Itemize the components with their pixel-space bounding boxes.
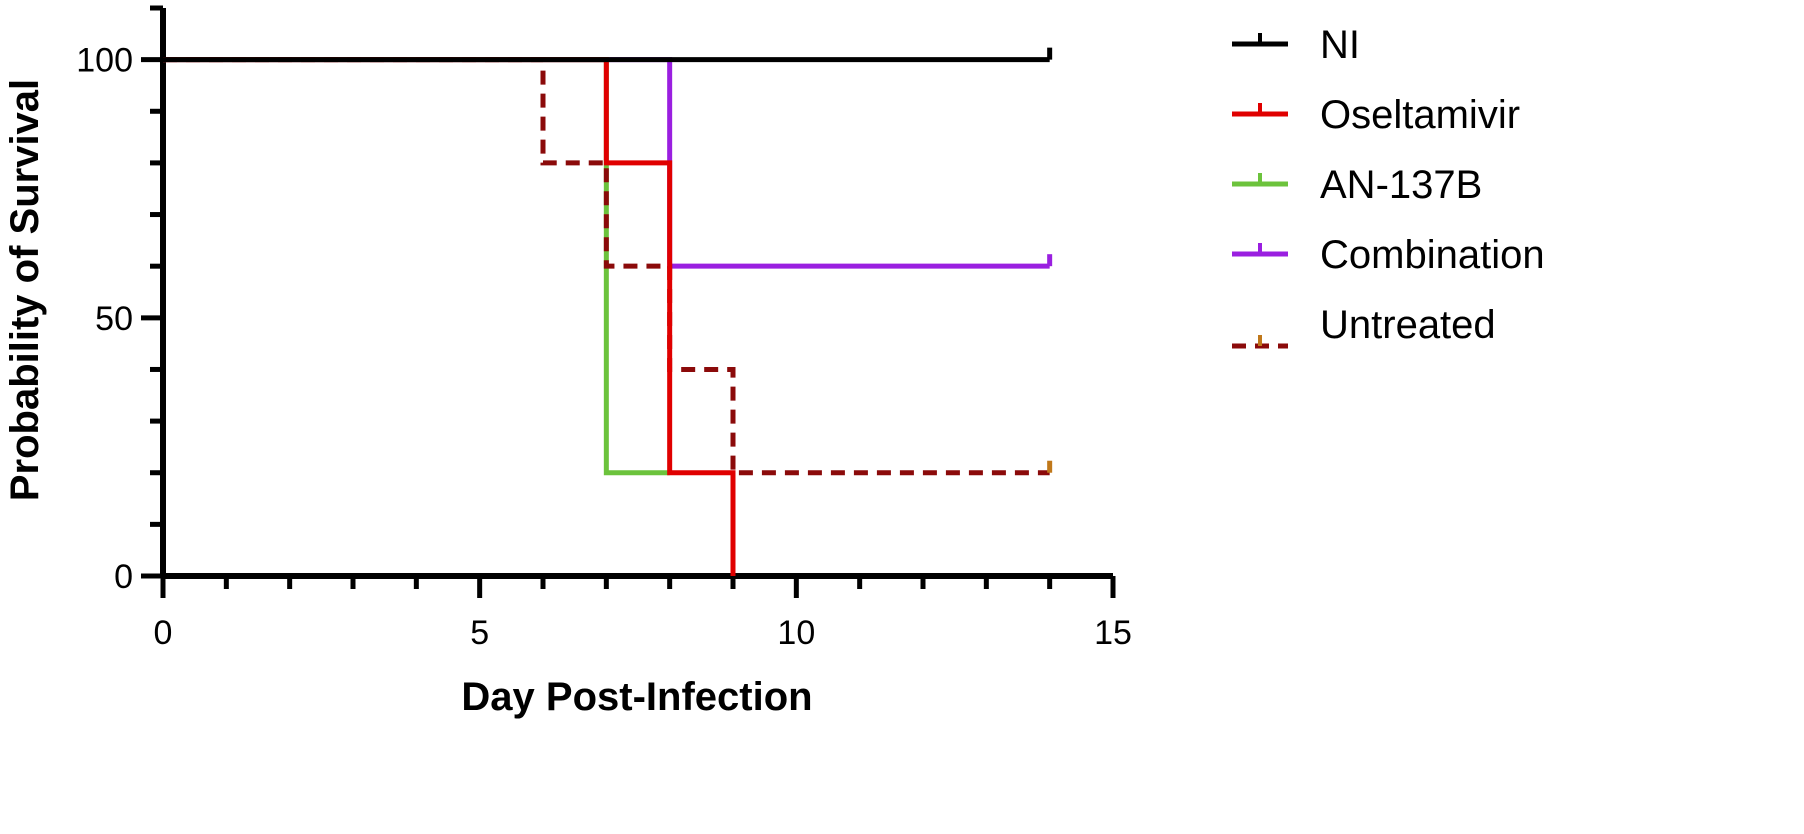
- y-tick-label: 100: [76, 42, 133, 80]
- y-tick-label: 0: [114, 558, 133, 596]
- x-tick-label: 5: [470, 614, 489, 652]
- series-layer: [163, 47, 1053, 576]
- y-axis-title: Probability of Survival: [3, 79, 47, 501]
- x-tick-label: 15: [1094, 614, 1132, 652]
- legend-label-combination: Combination: [1320, 233, 1545, 277]
- series-line-an-137b: [163, 57, 670, 476]
- series-line-untreated: [163, 57, 1050, 476]
- series-line-oseltamivir: [163, 57, 736, 576]
- legend-label-oseltamivir: Oseltamivir: [1320, 93, 1520, 137]
- axes: 0 5 10 15 0 50 100: [76, 5, 1132, 652]
- x-axis-title: Day Post-Infection: [461, 675, 812, 719]
- legend-label-untreated: Untreated: [1320, 303, 1496, 347]
- y-tick-label: 50: [95, 300, 133, 338]
- x-tick-label: 10: [777, 614, 815, 652]
- x-tick-label: 0: [154, 614, 173, 652]
- legend-label-an-137b: AN-137B: [1320, 163, 1482, 207]
- legend: NI Oseltamivir AN-137B Combination Untreated: [1232, 23, 1545, 349]
- legend-label-ni: NI: [1320, 23, 1360, 67]
